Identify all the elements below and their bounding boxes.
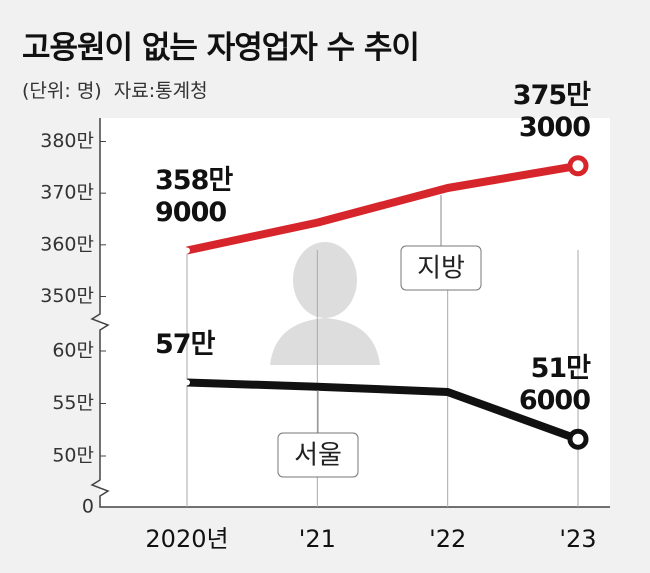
value-label: 57만 [155,328,215,360]
chart-title: 고용원이 없는 자영업자 수 추이 [22,30,420,66]
y-axis [90,118,610,508]
y-tick-label: 50만 [52,445,94,467]
y-tick-label: 60만 [52,340,94,362]
series-line [186,378,580,443]
chart-subtitle: (단위: 명) 자료:통계청 [22,80,208,102]
person-icon [270,242,380,365]
point [184,247,190,254]
y-tick-label: 55만 [52,392,94,414]
point [184,379,190,386]
series-label-box [277,432,359,478]
y-tick-label: 0 [82,496,94,518]
y-tick-label: 350만 [40,285,94,307]
value-label: 375만 3000 [512,79,591,143]
value-label: 51만 6000 [518,353,591,417]
y-tick-label: 370만 [40,182,94,204]
x-tick-label: '21 [299,525,336,553]
series-label: 서울 [294,441,342,471]
series-label: 지방 [417,254,465,284]
x-tick-label: 2020년 [145,525,228,553]
point [567,155,589,177]
value-label: 358만 9000 [155,164,233,228]
y-tick-label: 380만 [40,130,94,152]
x-tick-label: '22 [429,525,466,553]
series-line [186,161,579,255]
series-label-box [400,245,482,291]
point [567,428,589,450]
y-tick-label: 360만 [40,233,94,255]
x-tick-label: '23 [559,525,596,553]
